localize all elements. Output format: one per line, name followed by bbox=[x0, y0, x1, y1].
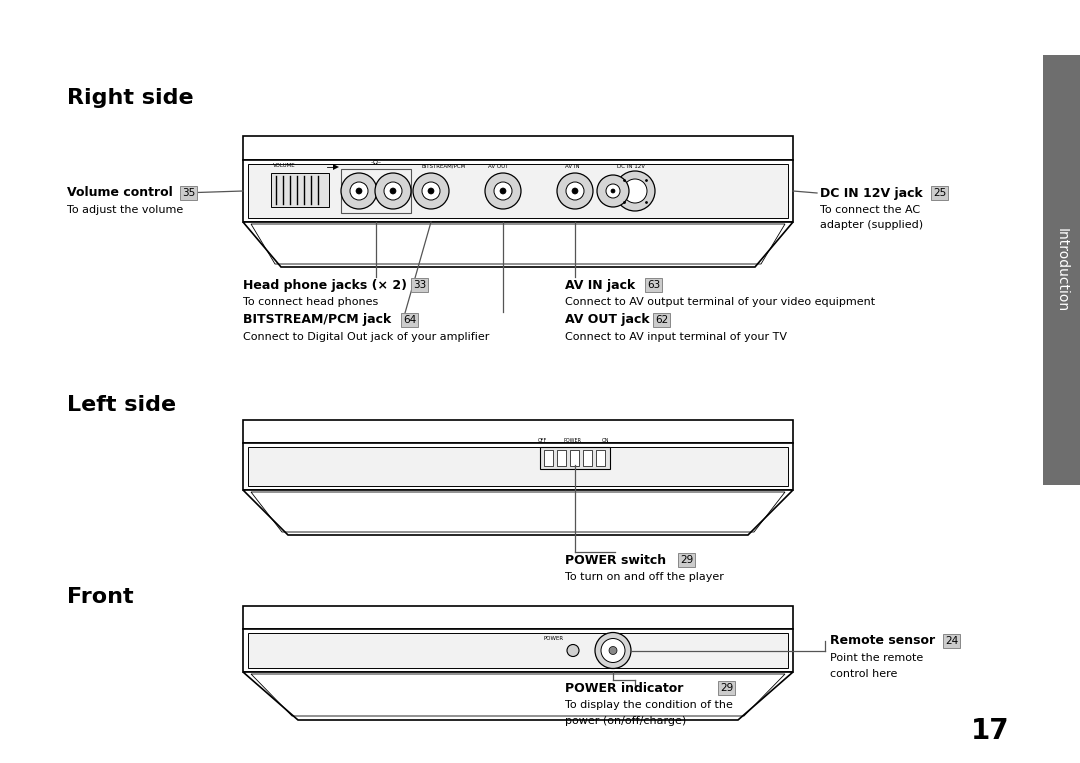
Bar bbox=[248, 164, 788, 218]
Circle shape bbox=[413, 173, 449, 209]
Circle shape bbox=[611, 189, 615, 193]
Bar bbox=[243, 606, 793, 629]
Text: To turn on and off the player: To turn on and off the player bbox=[565, 572, 724, 582]
Bar bbox=[570, 450, 579, 466]
Text: Right side: Right side bbox=[67, 88, 193, 108]
Circle shape bbox=[615, 171, 654, 211]
Polygon shape bbox=[243, 222, 793, 267]
Text: POWER indicator: POWER indicator bbox=[565, 681, 684, 694]
Bar bbox=[583, 450, 592, 466]
Text: AV OUT: AV OUT bbox=[488, 164, 509, 169]
Text: 29: 29 bbox=[680, 555, 693, 565]
Text: –Ω–: –Ω– bbox=[370, 160, 381, 165]
Circle shape bbox=[428, 188, 434, 194]
Circle shape bbox=[422, 182, 440, 200]
Text: power (on/off/charge): power (on/off/charge) bbox=[565, 716, 686, 726]
Bar bbox=[271, 173, 329, 207]
Bar bbox=[248, 447, 788, 486]
Text: BITSTREAM/PCM jack: BITSTREAM/PCM jack bbox=[243, 314, 391, 327]
Circle shape bbox=[384, 182, 402, 200]
Text: Front: Front bbox=[67, 587, 134, 607]
Text: To connect the AC: To connect the AC bbox=[820, 205, 920, 215]
Polygon shape bbox=[243, 490, 793, 535]
Bar bbox=[243, 443, 793, 490]
Circle shape bbox=[567, 645, 579, 656]
Text: ON: ON bbox=[602, 438, 609, 443]
Bar bbox=[544, 450, 553, 466]
Text: Connect to AV output terminal of your video equipment: Connect to AV output terminal of your vi… bbox=[565, 297, 875, 307]
Text: OFF: OFF bbox=[538, 438, 548, 443]
Text: 25: 25 bbox=[933, 188, 946, 198]
Circle shape bbox=[600, 639, 625, 662]
Text: AV OUT jack: AV OUT jack bbox=[565, 314, 650, 327]
Text: POWER: POWER bbox=[543, 636, 563, 642]
Text: 29: 29 bbox=[720, 683, 733, 693]
Text: Remote sensor: Remote sensor bbox=[831, 635, 935, 648]
Circle shape bbox=[500, 188, 507, 194]
Text: 17: 17 bbox=[971, 717, 1010, 745]
Bar bbox=[248, 633, 788, 668]
Text: AV IN jack: AV IN jack bbox=[565, 278, 635, 291]
Text: AV IN: AV IN bbox=[565, 164, 580, 169]
Text: VOLUME: VOLUME bbox=[273, 163, 296, 168]
Bar bbox=[243, 629, 793, 672]
Text: 62: 62 bbox=[654, 315, 669, 325]
Circle shape bbox=[572, 188, 578, 194]
Bar bbox=[243, 420, 793, 443]
Text: Connect to Digital Out jack of your amplifier: Connect to Digital Out jack of your ampl… bbox=[243, 332, 489, 342]
Circle shape bbox=[566, 182, 584, 200]
Circle shape bbox=[595, 633, 631, 668]
Text: 33: 33 bbox=[413, 280, 427, 290]
Circle shape bbox=[356, 188, 362, 194]
Bar bbox=[557, 450, 566, 466]
Text: DC IN 12V jack: DC IN 12V jack bbox=[820, 186, 922, 199]
Text: Point the remote: Point the remote bbox=[831, 653, 923, 663]
Polygon shape bbox=[333, 164, 339, 170]
Text: Introduction: Introduction bbox=[1054, 228, 1068, 312]
Circle shape bbox=[606, 184, 620, 198]
Text: control here: control here bbox=[831, 669, 897, 679]
Text: POWER switch: POWER switch bbox=[565, 553, 666, 566]
Bar bbox=[243, 136, 793, 160]
Bar bbox=[540, 447, 610, 469]
Text: Left side: Left side bbox=[67, 395, 176, 415]
Text: DC IN 12V: DC IN 12V bbox=[617, 164, 645, 169]
Text: To adjust the volume: To adjust the volume bbox=[67, 205, 184, 215]
Text: 35: 35 bbox=[183, 188, 195, 198]
Circle shape bbox=[341, 173, 377, 209]
Text: BITSTREAM/PCM: BITSTREAM/PCM bbox=[421, 164, 465, 169]
Text: POWER: POWER bbox=[563, 438, 581, 443]
Bar bbox=[243, 160, 793, 222]
Text: To connect head phones: To connect head phones bbox=[243, 297, 378, 307]
Text: Head phone jacks (× 2): Head phone jacks (× 2) bbox=[243, 278, 407, 291]
Text: Connect to AV input terminal of your TV: Connect to AV input terminal of your TV bbox=[565, 332, 787, 342]
Circle shape bbox=[494, 182, 512, 200]
Polygon shape bbox=[243, 672, 793, 720]
Circle shape bbox=[350, 182, 368, 200]
Bar bbox=[596, 450, 605, 466]
Text: 63: 63 bbox=[647, 280, 660, 290]
Text: 64: 64 bbox=[403, 315, 416, 325]
Circle shape bbox=[390, 188, 396, 194]
Text: To display the condition of the: To display the condition of the bbox=[565, 700, 733, 710]
Bar bbox=[341, 169, 411, 213]
Circle shape bbox=[597, 175, 629, 207]
Circle shape bbox=[623, 179, 647, 203]
Text: 24: 24 bbox=[945, 636, 958, 646]
Text: Volume control: Volume control bbox=[67, 186, 173, 199]
Circle shape bbox=[557, 173, 593, 209]
Circle shape bbox=[375, 173, 411, 209]
Circle shape bbox=[609, 646, 617, 655]
Circle shape bbox=[485, 173, 521, 209]
Bar bbox=[1043, 55, 1080, 485]
Text: adapter (supplied): adapter (supplied) bbox=[820, 220, 923, 230]
